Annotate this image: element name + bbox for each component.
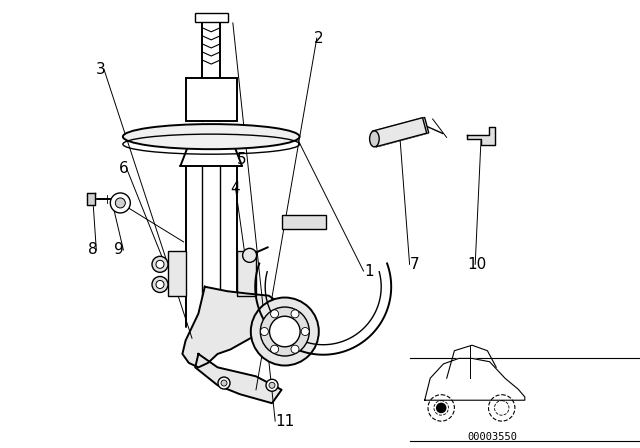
Text: 00003550: 00003550	[468, 432, 518, 442]
Bar	[374, 117, 429, 146]
Circle shape	[260, 327, 268, 336]
Circle shape	[156, 260, 164, 268]
Circle shape	[260, 307, 309, 356]
Text: 5: 5	[237, 151, 246, 167]
Text: 8: 8	[88, 242, 98, 258]
Circle shape	[152, 256, 168, 272]
Polygon shape	[182, 287, 282, 367]
Text: 2: 2	[314, 30, 323, 46]
Polygon shape	[87, 194, 95, 205]
Ellipse shape	[369, 131, 379, 147]
Text: 11: 11	[275, 414, 294, 429]
Circle shape	[156, 280, 164, 289]
Circle shape	[218, 377, 230, 389]
Text: 6: 6	[118, 160, 128, 176]
Circle shape	[271, 310, 278, 318]
Circle shape	[251, 297, 319, 366]
Circle shape	[271, 345, 278, 353]
Circle shape	[291, 345, 299, 353]
Circle shape	[269, 316, 300, 347]
Text: 10: 10	[467, 257, 486, 272]
Circle shape	[291, 310, 299, 318]
Circle shape	[436, 403, 447, 413]
Polygon shape	[195, 354, 282, 403]
Circle shape	[110, 193, 131, 213]
Circle shape	[301, 327, 309, 336]
Bar	[195, 13, 228, 22]
Circle shape	[221, 380, 227, 386]
Circle shape	[115, 198, 125, 208]
Circle shape	[152, 276, 168, 293]
Text: 7: 7	[410, 257, 419, 272]
Polygon shape	[467, 127, 495, 145]
Circle shape	[243, 248, 257, 263]
Bar	[168, 251, 186, 296]
Bar	[186, 78, 237, 121]
Circle shape	[269, 382, 275, 388]
Text: 9: 9	[114, 242, 124, 258]
Ellipse shape	[123, 124, 300, 149]
Text: 1: 1	[365, 263, 374, 279]
Text: 4: 4	[230, 181, 240, 196]
Text: 3: 3	[96, 62, 106, 77]
Bar	[237, 251, 256, 296]
Bar	[282, 215, 326, 229]
Circle shape	[266, 379, 278, 391]
Polygon shape	[425, 358, 525, 400]
Polygon shape	[372, 118, 427, 146]
